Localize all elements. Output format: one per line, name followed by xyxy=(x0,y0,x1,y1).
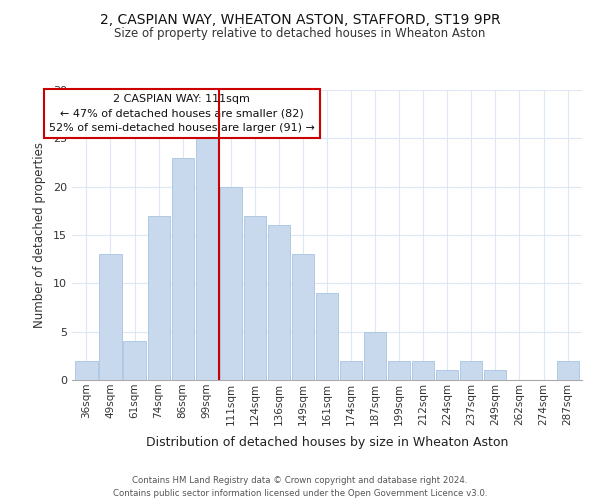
X-axis label: Distribution of detached houses by size in Wheaton Aston: Distribution of detached houses by size … xyxy=(146,436,508,449)
Bar xyxy=(172,158,194,380)
Bar xyxy=(124,342,146,380)
Bar xyxy=(340,360,362,380)
Bar xyxy=(557,360,578,380)
Bar xyxy=(412,360,434,380)
Text: 2 CASPIAN WAY: 111sqm
← 47% of detached houses are smaller (82)
52% of semi-deta: 2 CASPIAN WAY: 111sqm ← 47% of detached … xyxy=(49,94,314,133)
Text: Contains HM Land Registry data © Crown copyright and database right 2024.
Contai: Contains HM Land Registry data © Crown c… xyxy=(113,476,487,498)
Bar xyxy=(364,332,386,380)
Bar xyxy=(196,138,218,380)
Bar xyxy=(292,254,314,380)
Bar xyxy=(460,360,482,380)
Bar xyxy=(148,216,170,380)
Bar xyxy=(484,370,506,380)
Text: 2, CASPIAN WAY, WHEATON ASTON, STAFFORD, ST19 9PR: 2, CASPIAN WAY, WHEATON ASTON, STAFFORD,… xyxy=(100,12,500,26)
Bar xyxy=(244,216,266,380)
Y-axis label: Number of detached properties: Number of detached properties xyxy=(33,142,46,328)
Text: Size of property relative to detached houses in Wheaton Aston: Size of property relative to detached ho… xyxy=(115,28,485,40)
Bar xyxy=(100,254,122,380)
Bar xyxy=(268,226,290,380)
Bar xyxy=(436,370,458,380)
Bar xyxy=(316,293,338,380)
Bar xyxy=(220,186,242,380)
Bar xyxy=(388,360,410,380)
Bar xyxy=(76,360,98,380)
